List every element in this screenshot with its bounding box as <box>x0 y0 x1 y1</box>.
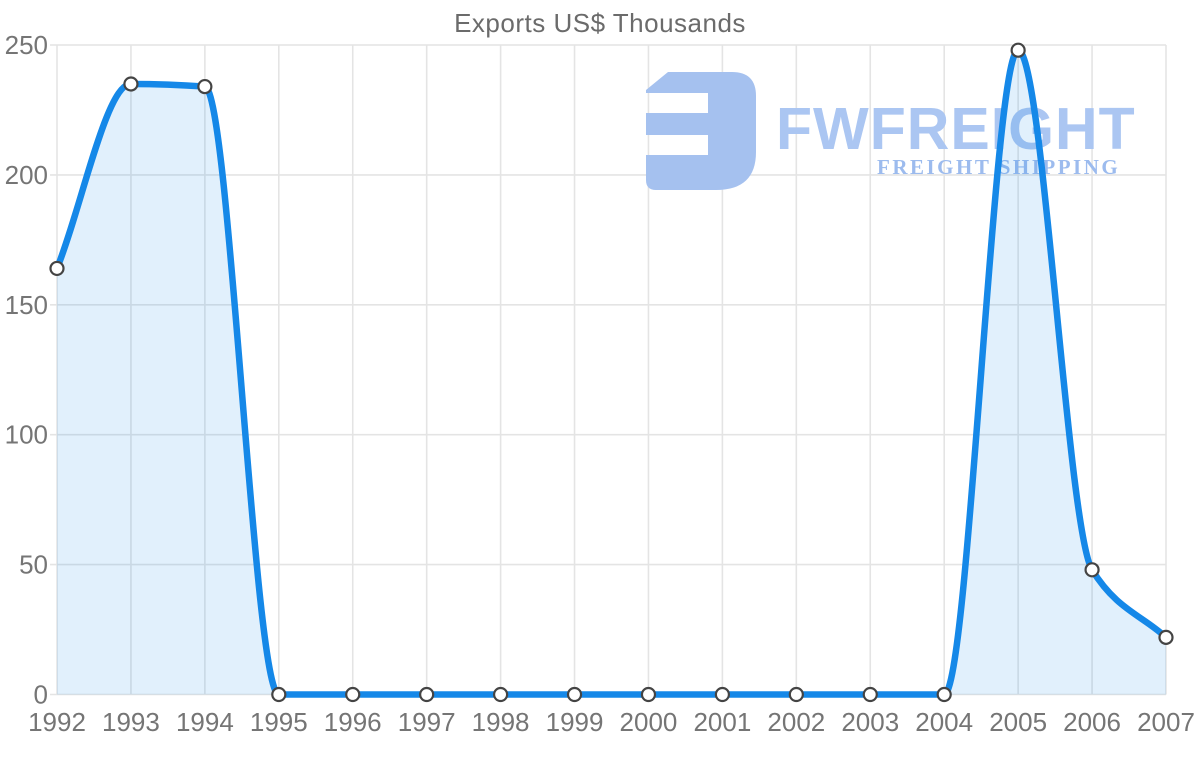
x-axis-label: 2007 <box>1137 707 1195 737</box>
data-point-1996[interactable] <box>345 686 361 703</box>
x-axis-label: 2003 <box>841 707 899 737</box>
x-axis-label: 2004 <box>915 707 973 737</box>
data-point-2007[interactable] <box>1158 629 1174 645</box>
data-point-1992[interactable] <box>49 260 65 277</box>
data-point-2005[interactable] <box>1010 42 1026 58</box>
x-axis-label: 1994 <box>176 707 234 737</box>
x-axis-label: 1999 <box>546 707 604 737</box>
data-point-1995[interactable] <box>271 686 287 703</box>
data-point-2003[interactable] <box>862 686 878 703</box>
data-point-1997[interactable] <box>419 686 435 703</box>
x-axis-label: 1993 <box>102 707 160 737</box>
area-fill <box>57 50 1166 695</box>
x-axis-label: 2002 <box>767 707 825 737</box>
x-axis-label: 2005 <box>989 707 1047 737</box>
fwfreight-logo-icon <box>646 72 756 190</box>
y-axis-label: 50 <box>19 550 48 580</box>
y-axis-label: 0 <box>34 680 48 710</box>
x-axis-label: 2000 <box>620 707 678 737</box>
data-point-2002[interactable] <box>788 686 804 703</box>
chart-title: Exports US$ Thousands <box>454 8 746 38</box>
y-axis-label: 150 <box>5 290 48 320</box>
data-point-1998[interactable] <box>493 686 509 703</box>
x-axis-label: 2006 <box>1063 707 1121 737</box>
data-point-1993[interactable] <box>123 76 139 92</box>
data-point-1999[interactable] <box>566 686 583 703</box>
logo-f-glyph <box>646 72 756 190</box>
y-axis-label: 100 <box>5 420 48 450</box>
data-point-2006[interactable] <box>1084 562 1100 578</box>
watermark-wordmark: FWFREIGHT <box>776 96 1136 162</box>
data-point-1994[interactable] <box>197 78 213 95</box>
x-axis-label: 1998 <box>472 707 530 737</box>
y-axis-label: 200 <box>5 160 48 190</box>
x-axis-label: 2001 <box>693 707 751 737</box>
x-axis-label: 1995 <box>250 707 308 737</box>
data-point-2000[interactable] <box>640 686 657 703</box>
x-axis-label: 1997 <box>398 707 456 737</box>
data-point-2001[interactable] <box>714 686 731 703</box>
y-axis-label: 250 <box>5 30 48 60</box>
data-point-2004[interactable] <box>936 686 952 703</box>
x-axis-label: 1992 <box>28 707 86 737</box>
x-axis-label: 1996 <box>324 707 382 737</box>
